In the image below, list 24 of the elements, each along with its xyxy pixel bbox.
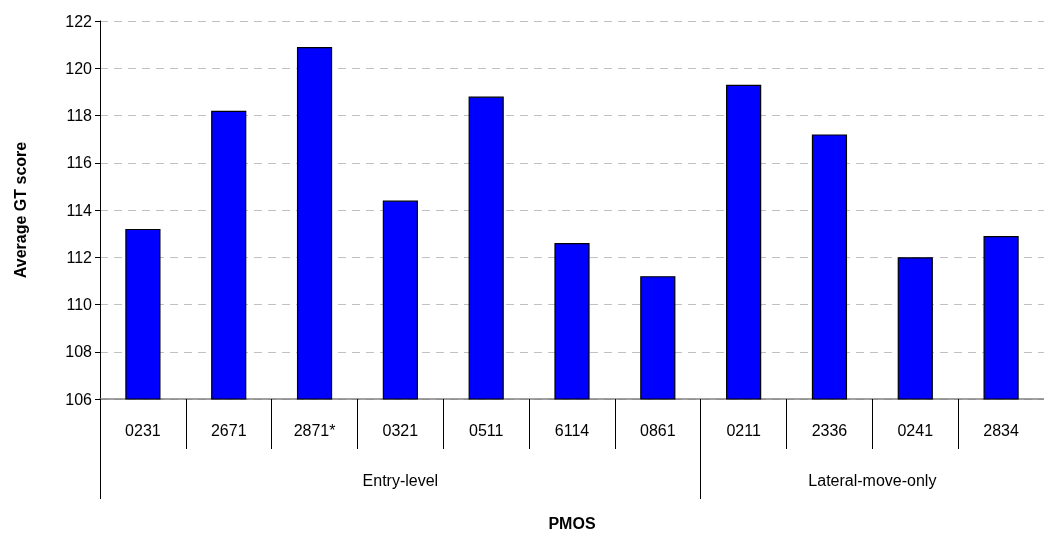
x-tick-label: 0211 bbox=[726, 421, 761, 439]
x-tick-label: 2834 bbox=[983, 421, 1019, 439]
x-tick-label: 0241 bbox=[897, 421, 934, 439]
text: Lateral-move-only bbox=[808, 471, 937, 489]
y-tick-label: 106 bbox=[65, 390, 93, 408]
y-tick-label: 116 bbox=[66, 154, 93, 172]
y-tick-label: 110 bbox=[66, 296, 93, 313]
text: Entry-level bbox=[362, 471, 439, 489]
x-tick-label: 2671 bbox=[210, 421, 247, 439]
x-tick-label: 0231 bbox=[125, 421, 161, 439]
x-tick-label: 2336 bbox=[811, 421, 848, 439]
x-axis-title: PMOS bbox=[548, 514, 596, 532]
x-tick-label: 0511 bbox=[468, 421, 504, 439]
x-tick-label: 2871* bbox=[293, 421, 336, 439]
y-axis-title: Average GT score bbox=[11, 141, 29, 279]
y-tick-label: 114 bbox=[66, 201, 93, 219]
y-tick-label: 120 bbox=[65, 59, 93, 77]
x-tick-label: 0861 bbox=[640, 421, 676, 439]
y-tick-label: 108 bbox=[65, 343, 93, 361]
y-tick-label: 118 bbox=[66, 107, 93, 124]
x-tick-label: 0321 bbox=[382, 421, 419, 439]
y-tick-label: 112 bbox=[66, 248, 93, 266]
y-tick-label: 122 bbox=[65, 12, 93, 30]
x-tick-label: 6114 bbox=[554, 421, 590, 439]
